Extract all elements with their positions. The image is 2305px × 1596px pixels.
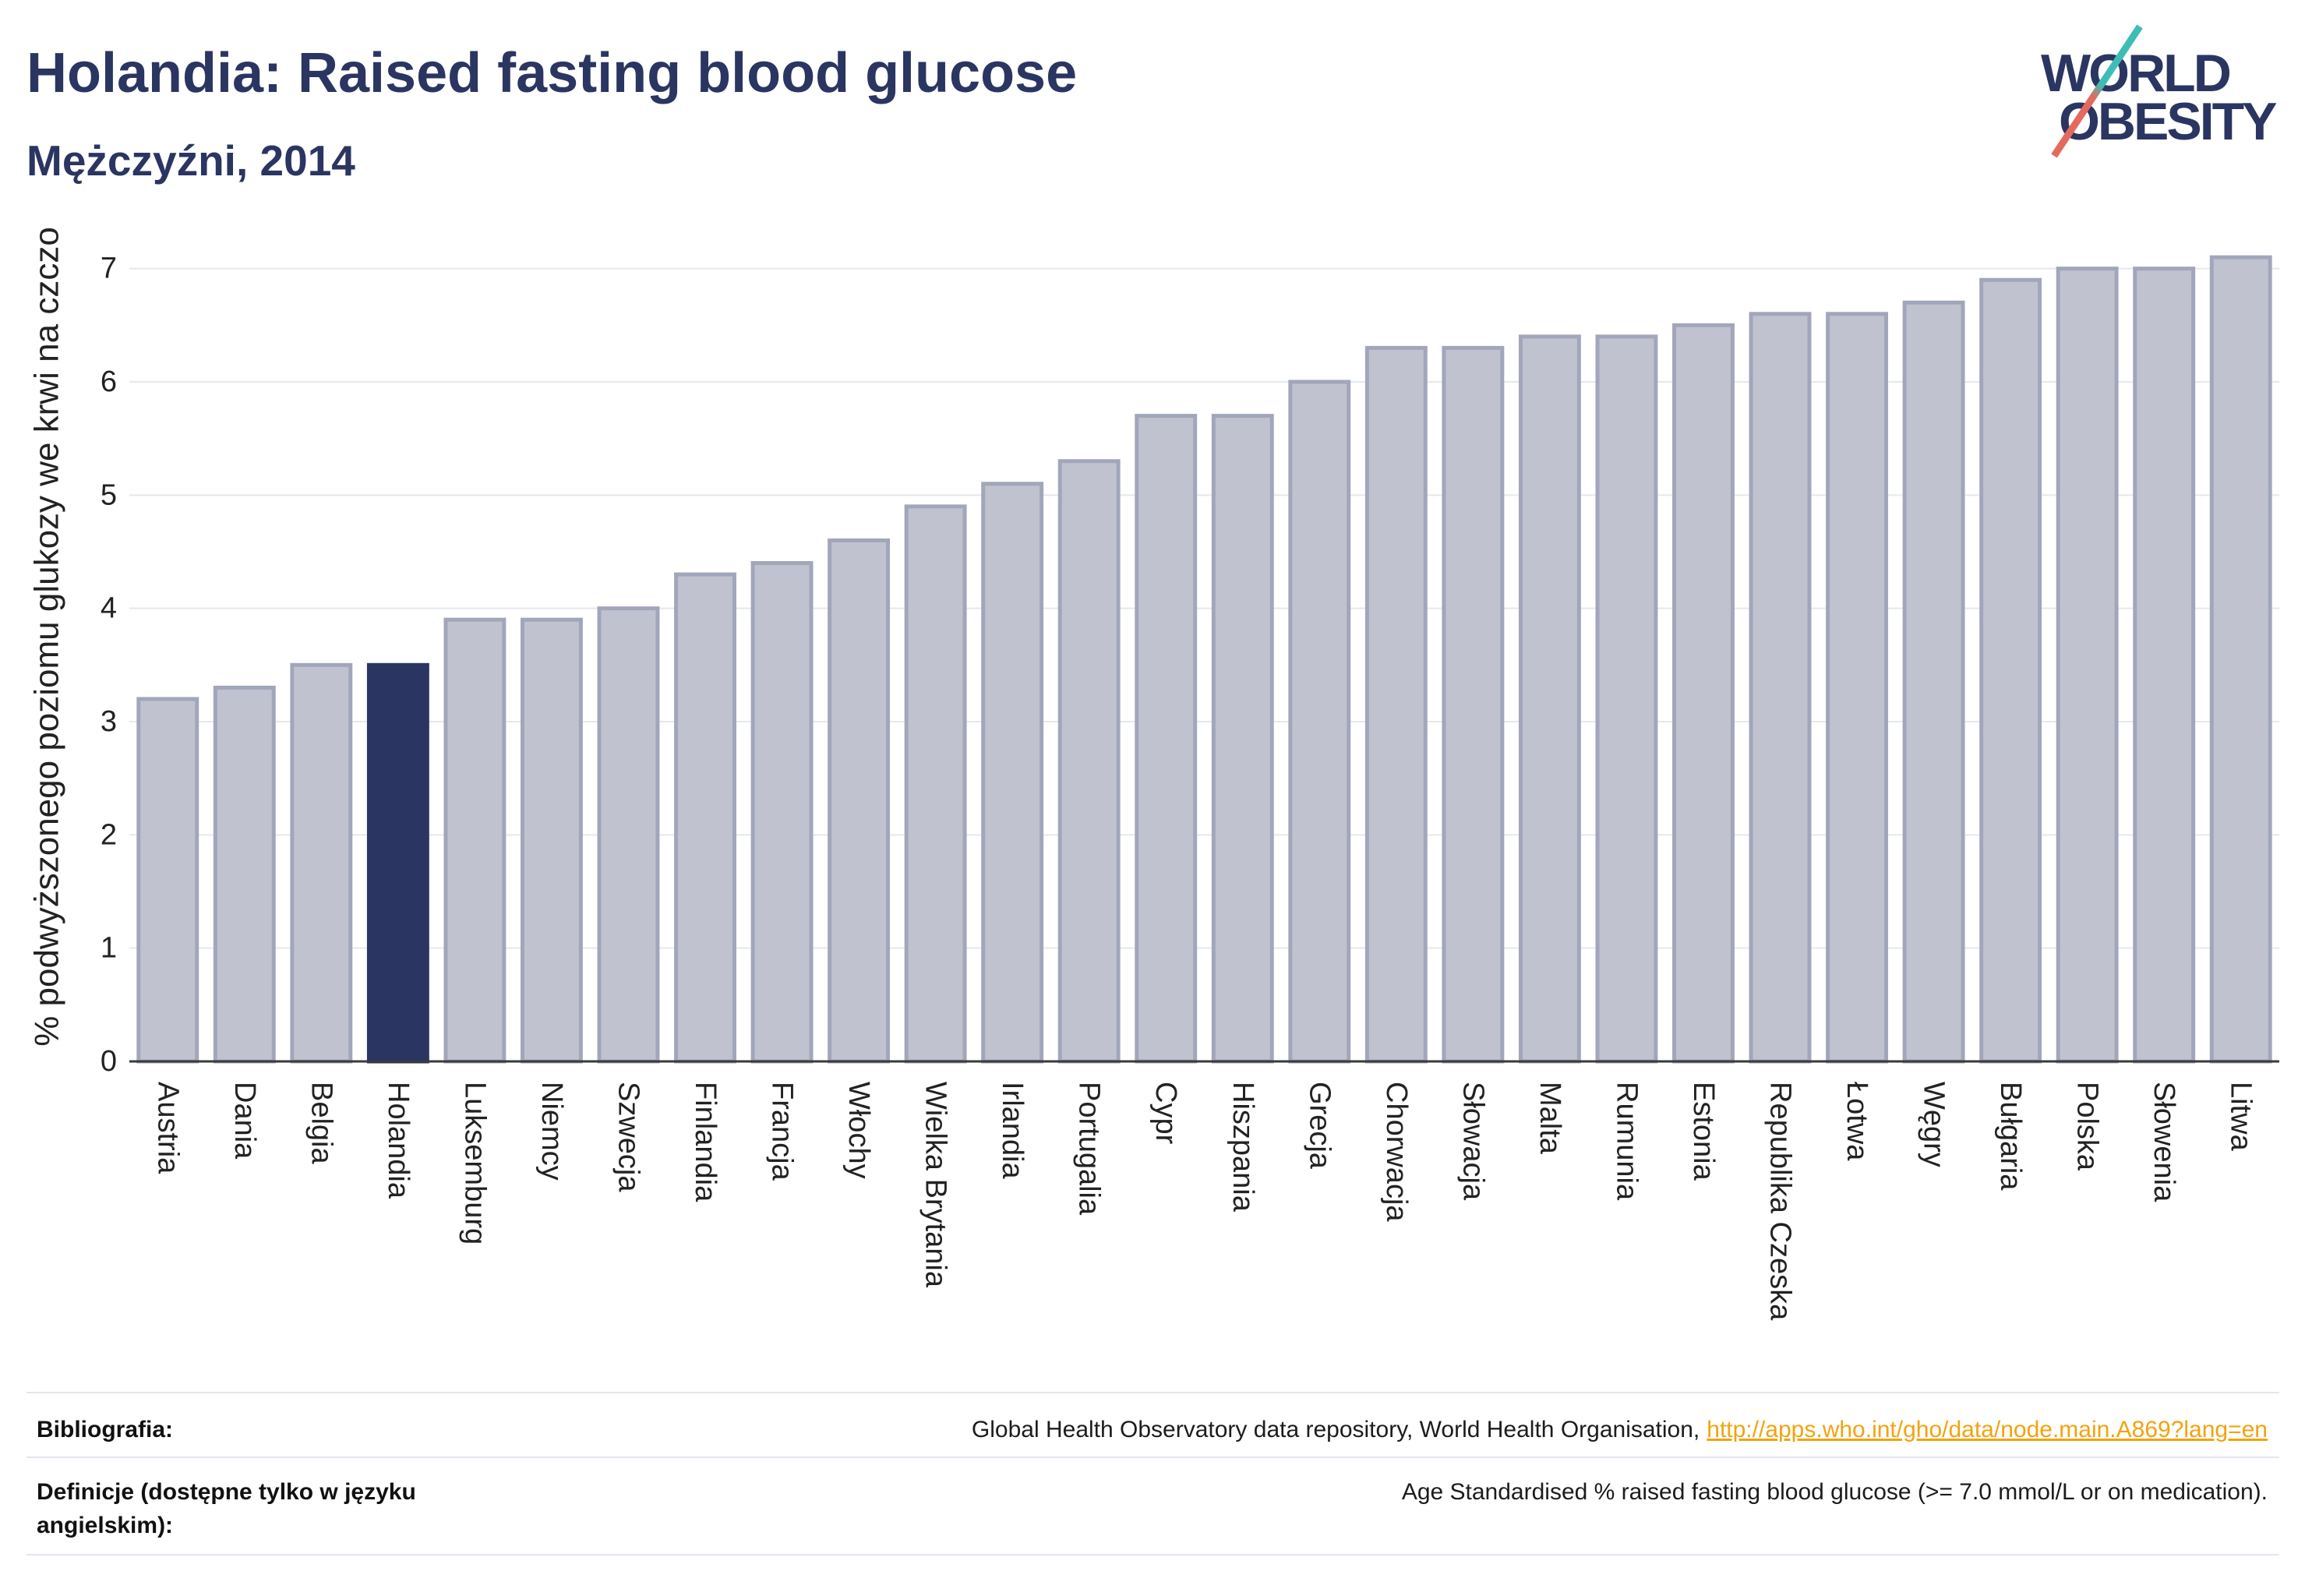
- definitions-row: Definicje (dostępne tylko w języku angie…: [37, 1475, 2268, 1542]
- bar: [2209, 255, 2272, 1064]
- y-tick-label: 3: [101, 705, 117, 738]
- bibliography-row: Bibliografia: Global Health Observatory …: [37, 1413, 2268, 1446]
- x-tick-label: Łotwa: [1841, 1082, 1873, 1161]
- x-tick-label: Holandia: [382, 1082, 415, 1199]
- world-obesity-logo: WORLD OBESITY: [2041, 24, 2279, 158]
- bar: [1364, 345, 1428, 1064]
- x-tick-label: Wielka Brytania: [920, 1082, 952, 1288]
- x-tick-label: Bułgaria: [1994, 1082, 2027, 1191]
- y-axis-title: % podwyższonego poziomu glukozy we krwi …: [28, 227, 66, 1047]
- bibliography-source: Global Health Observatory data repositor…: [972, 1413, 2268, 1446]
- footer-divider-bottom: [26, 1554, 2279, 1555]
- x-tick-label: Portugalia: [1073, 1082, 1106, 1216]
- x-tick-label: Republika Czeska: [1764, 1082, 1797, 1321]
- bar: [981, 482, 1044, 1064]
- bar: [1672, 323, 1735, 1064]
- x-tick-label: Litwa: [2225, 1082, 2257, 1152]
- x-tick-label: Estonia: [1687, 1082, 1720, 1181]
- x-tick-label: Węgry: [1918, 1082, 1950, 1167]
- bar: [1288, 380, 1351, 1064]
- x-tick-label: Irlandia: [996, 1082, 1029, 1179]
- x-tick-label: Chorwacja: [1380, 1082, 1413, 1222]
- x-tick-label: Francja: [766, 1082, 799, 1181]
- definitions-label: Definicje (dostępne tylko w języku angie…: [37, 1479, 416, 1538]
- x-tick-label: Szwecja: [612, 1082, 644, 1192]
- x-tick-label: Włochy: [842, 1082, 875, 1179]
- x-tick-label: Malta: [1534, 1082, 1566, 1155]
- bar: [1057, 459, 1121, 1064]
- y-tick-labels: 0 1 2 3 4 5 6 7: [101, 252, 117, 1078]
- highlighted-bar: [366, 662, 429, 1064]
- bar: [443, 617, 507, 1064]
- x-tick-label: Słowenia: [2148, 1082, 2180, 1202]
- x-tick-label: Niemcy: [535, 1082, 568, 1181]
- bar: [904, 504, 967, 1064]
- bar: [828, 538, 891, 1064]
- bar: [2056, 267, 2119, 1064]
- y-tick-label: 6: [101, 365, 117, 398]
- y-tick-label: 1: [101, 932, 117, 965]
- bar: [750, 561, 814, 1064]
- bar: [1595, 334, 1658, 1064]
- bar: [213, 685, 276, 1064]
- x-tick-label: Słowacja: [1456, 1082, 1489, 1201]
- definitions-text: Age Standardised % raised fasting blood …: [1401, 1479, 2268, 1505]
- bibliography-label: Bibliografia:: [37, 1417, 174, 1442]
- chart-title: Holandia: Raised fasting blood glucose: [26, 42, 1078, 104]
- bar: [1442, 345, 1505, 1064]
- logo-slash: [2051, 24, 2143, 158]
- x-tick-label: Polska: [2071, 1082, 2104, 1171]
- x-tick-label: Hiszpania: [1227, 1082, 1259, 1213]
- footer-divider-middle: [26, 1457, 2279, 1458]
- bar: [1518, 334, 1581, 1064]
- footer-divider-top: [26, 1392, 2279, 1393]
- x-tick-label: Cypr: [1149, 1082, 1182, 1145]
- bar: [674, 572, 736, 1064]
- bar: [1749, 312, 1812, 1064]
- y-tick-label: 5: [101, 478, 117, 511]
- bar: [1902, 300, 1965, 1064]
- bar: [521, 617, 583, 1064]
- bar: [1135, 414, 1198, 1064]
- x-tick-label: Austria: [151, 1082, 184, 1174]
- x-tick-label: Finlandia: [689, 1082, 722, 1202]
- y-tick-label: 2: [101, 818, 117, 851]
- bibliography-text: Global Health Observatory data repositor…: [971, 1417, 1700, 1442]
- x-tick-label: Belgia: [305, 1082, 337, 1164]
- bar: [290, 662, 353, 1064]
- bar: [2133, 267, 2196, 1064]
- x-tick-label: Grecja: [1303, 1082, 1336, 1170]
- bar: [1826, 312, 1888, 1064]
- bar: [597, 606, 660, 1064]
- y-tick-label: 4: [101, 592, 117, 625]
- bar-chart: 0 1 2 3 4 5 6 7 % podwyższonego poziomu glukozy…: [28, 227, 2279, 1321]
- x-tick-label: Rumunia: [1610, 1082, 1643, 1201]
- bar: [136, 697, 199, 1064]
- y-tick-label: 0: [101, 1045, 117, 1078]
- chart-subtitle: Mężczyźni, 2014: [26, 136, 355, 185]
- bars: [136, 255, 2272, 1064]
- bar: [1211, 414, 1274, 1064]
- logo-line-1: WORLD: [2041, 44, 2230, 103]
- x-tick-label: Dania: [228, 1082, 261, 1160]
- bibliography-link[interactable]: http://apps.who.int/gho/data/node.main.A…: [1707, 1417, 2268, 1442]
- bar: [1979, 277, 2042, 1064]
- y-tick-label: 7: [101, 252, 117, 285]
- x-tick-label: Luksemburg: [458, 1082, 491, 1245]
- logo-line-2: OBESITY: [2059, 92, 2277, 151]
- x-tick-labels: Austria Dania Belgia Holandia Luksemburg Niem…: [151, 1082, 2257, 1321]
